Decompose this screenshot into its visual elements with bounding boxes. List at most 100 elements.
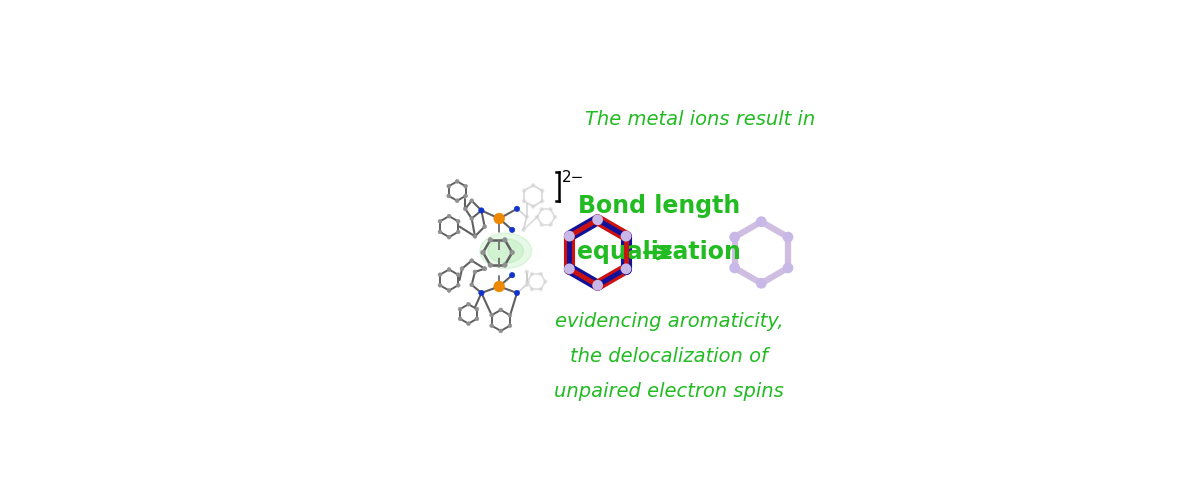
Circle shape — [730, 262, 740, 274]
Circle shape — [540, 199, 544, 203]
Circle shape — [479, 290, 484, 296]
Circle shape — [482, 266, 486, 270]
Circle shape — [515, 290, 520, 296]
Circle shape — [508, 313, 512, 317]
Circle shape — [479, 208, 484, 213]
Circle shape — [756, 278, 767, 288]
Circle shape — [524, 283, 529, 287]
Circle shape — [446, 194, 451, 198]
Circle shape — [448, 214, 451, 218]
Text: 2−: 2− — [562, 170, 584, 184]
Circle shape — [475, 307, 479, 311]
Circle shape — [730, 232, 740, 242]
Circle shape — [456, 284, 460, 287]
Circle shape — [564, 264, 575, 274]
Circle shape — [499, 329, 503, 333]
Circle shape — [524, 215, 529, 219]
Circle shape — [540, 208, 544, 211]
Circle shape — [456, 230, 460, 234]
Circle shape — [515, 207, 518, 211]
Circle shape — [488, 263, 493, 268]
Circle shape — [438, 220, 442, 224]
Circle shape — [480, 208, 484, 212]
Text: evidencing aromaticity,: evidencing aromaticity, — [554, 312, 784, 332]
Circle shape — [532, 184, 535, 188]
Circle shape — [544, 280, 547, 283]
Ellipse shape — [480, 233, 532, 268]
Circle shape — [620, 264, 631, 274]
Circle shape — [620, 230, 631, 241]
Circle shape — [456, 273, 460, 276]
Circle shape — [526, 280, 529, 283]
Circle shape — [467, 322, 470, 326]
Circle shape — [482, 224, 486, 228]
Circle shape — [515, 291, 518, 295]
Circle shape — [530, 272, 534, 276]
Circle shape — [475, 317, 479, 320]
Circle shape — [488, 238, 493, 242]
Circle shape — [446, 184, 451, 188]
Circle shape — [438, 284, 442, 287]
Circle shape — [490, 324, 493, 328]
Circle shape — [456, 220, 460, 224]
Circle shape — [482, 266, 486, 270]
Text: equalization: equalization — [577, 240, 742, 264]
Circle shape — [460, 266, 464, 270]
Circle shape — [458, 307, 462, 311]
Circle shape — [494, 281, 504, 292]
Circle shape — [510, 250, 515, 255]
Circle shape — [438, 273, 442, 276]
Circle shape — [490, 313, 493, 317]
Circle shape — [530, 288, 534, 291]
Circle shape — [455, 180, 460, 184]
Circle shape — [448, 268, 451, 272]
Circle shape — [524, 270, 529, 274]
Circle shape — [508, 324, 512, 328]
Circle shape — [463, 184, 468, 188]
Circle shape — [480, 208, 484, 212]
Circle shape — [782, 232, 793, 242]
Circle shape — [473, 234, 476, 238]
Circle shape — [522, 188, 526, 192]
Circle shape — [593, 214, 604, 225]
Circle shape — [455, 199, 460, 202]
Circle shape — [469, 199, 474, 202]
Circle shape — [522, 228, 526, 232]
Circle shape — [463, 207, 467, 211]
Circle shape — [515, 206, 520, 212]
Circle shape — [463, 194, 468, 198]
Circle shape — [480, 291, 484, 295]
Circle shape — [535, 215, 539, 219]
Circle shape — [473, 270, 476, 274]
Circle shape — [469, 258, 474, 262]
Circle shape — [593, 280, 604, 290]
Circle shape — [540, 188, 544, 192]
Circle shape — [756, 216, 767, 227]
Circle shape — [448, 288, 451, 292]
Text: the delocalization of: the delocalization of — [570, 347, 768, 366]
Circle shape — [532, 204, 535, 208]
Circle shape — [458, 317, 462, 320]
Circle shape — [494, 213, 504, 224]
Circle shape — [548, 222, 552, 226]
Circle shape — [540, 222, 544, 226]
Circle shape — [553, 215, 557, 219]
Circle shape — [548, 208, 552, 211]
Circle shape — [467, 302, 470, 306]
Circle shape — [510, 227, 515, 232]
Circle shape — [469, 216, 474, 220]
Circle shape — [469, 283, 474, 287]
Circle shape — [522, 199, 526, 203]
Text: Bond length: Bond length — [578, 194, 740, 218]
Circle shape — [539, 272, 542, 276]
Circle shape — [564, 230, 575, 241]
Circle shape — [448, 235, 451, 239]
Circle shape — [782, 262, 793, 274]
Circle shape — [438, 230, 442, 234]
Text: The metal ions result in: The metal ions result in — [584, 110, 815, 129]
Circle shape — [499, 308, 503, 312]
Circle shape — [503, 238, 508, 242]
Circle shape — [510, 272, 515, 278]
Ellipse shape — [488, 239, 523, 263]
Circle shape — [539, 288, 542, 291]
